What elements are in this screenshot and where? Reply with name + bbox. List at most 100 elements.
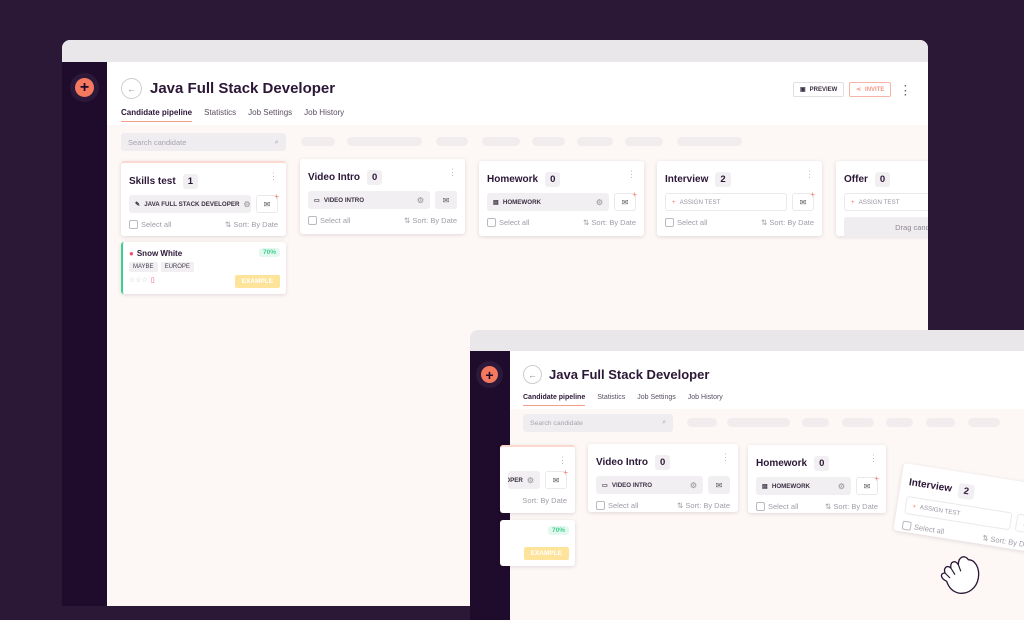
assign-test-button[interactable]: + ASSIGN TEST bbox=[844, 193, 928, 211]
tab-job-settings[interactable]: Job Settings bbox=[637, 394, 676, 401]
tab-statistics[interactable]: Statistics bbox=[597, 394, 626, 401]
email-button[interactable]: ✉ bbox=[435, 191, 457, 209]
gear-icon[interactable]: ⚙ bbox=[243, 199, 251, 209]
gear-icon[interactable]: ⚙ bbox=[526, 475, 534, 485]
gear-icon[interactable]: ⚙ bbox=[595, 197, 603, 207]
select-all-label: Select all bbox=[913, 522, 945, 537]
select-all-checkbox[interactable]: Select all bbox=[129, 220, 171, 229]
wrench-icon: ✎ bbox=[135, 200, 141, 208]
rating-stars[interactable]: ☆☆☆ ▯ bbox=[129, 277, 155, 284]
column-count: 2 bbox=[957, 482, 976, 500]
tabs: Candidate pipeline Statistics Job Settings… bbox=[121, 108, 344, 122]
example-badge: EXAMPLE bbox=[234, 275, 280, 288]
back-button[interactable]: ← bbox=[523, 365, 542, 384]
select-all-checkbox[interactable]: Select all bbox=[756, 502, 798, 511]
preview-button[interactable]: ▣ PREVIEW bbox=[793, 82, 845, 97]
test-selector[interactable]: ▤ HOMEWORK ⚙ bbox=[756, 477, 851, 495]
tab-job-history[interactable]: Job History bbox=[687, 394, 723, 401]
clipboard-icon: ▤ bbox=[762, 482, 768, 490]
tab-job-settings[interactable]: Job Settings bbox=[248, 108, 293, 117]
column-count: 0 bbox=[367, 169, 383, 185]
candidate-card[interactable]: 70% EXAMPLE bbox=[500, 520, 575, 566]
select-all-checkbox[interactable]: Select all bbox=[487, 218, 529, 227]
add-icon[interactable]: + bbox=[481, 366, 498, 383]
candidate-card[interactable]: ● Snow White MAYBE EUROPE ☆☆☆ ▯ 70% EXAMPLE bbox=[121, 242, 286, 294]
select-all-label: Select all bbox=[608, 501, 639, 510]
email-button[interactable]: ✉+ bbox=[792, 190, 815, 211]
invite-button[interactable]: ⋖ INVITE bbox=[849, 82, 892, 97]
filter-placeholder bbox=[687, 418, 717, 427]
page-header: ← Java Full Stack Developer ▣ PREVIEW ⋖ IN… bbox=[107, 62, 928, 125]
column-menu-icon[interactable]: ⋮ bbox=[721, 452, 730, 462]
email-button[interactable]: ✉+ bbox=[856, 474, 879, 495]
sort-button[interactable]: ⇅ Sort: By Date bbox=[677, 501, 730, 510]
column-title: Interview bbox=[665, 173, 709, 185]
pdf-icon[interactable]: ▯ bbox=[150, 277, 155, 284]
sort-icon: ⇅ bbox=[583, 218, 590, 227]
test-selector[interactable]: ▤ HOMEWORK ⚙ bbox=[487, 193, 609, 211]
sort-button[interactable]: ⇅ Sort: By Date bbox=[761, 218, 814, 227]
filter-placeholder bbox=[301, 137, 335, 146]
sidebar: + bbox=[62, 62, 107, 606]
assign-test-button[interactable]: + ASSIGN TEST bbox=[665, 193, 787, 211]
column-title: Homework bbox=[756, 457, 808, 469]
sort-button[interactable]: ⇅ Sort: By Date bbox=[825, 502, 878, 511]
checkbox-icon bbox=[129, 220, 138, 229]
test-selector[interactable]: ✎ JAVA FULL STACK DEVELOPER ⚙ bbox=[129, 195, 251, 213]
plus-icon: + bbox=[672, 198, 676, 206]
gear-icon[interactable]: ⚙ bbox=[837, 481, 845, 491]
video-icon: ▭ bbox=[314, 196, 320, 204]
second-window: + ← Java Full Stack Developer Candidate … bbox=[470, 330, 1024, 620]
checkbox-icon bbox=[756, 502, 765, 511]
sort-button[interactable]: Sort: By Date bbox=[522, 496, 567, 505]
select-all-label: Select all bbox=[141, 220, 172, 229]
column-menu-icon[interactable]: ⋮ bbox=[627, 169, 636, 179]
notification-dot-icon: + bbox=[632, 190, 637, 199]
email-button[interactable]: ✉ bbox=[708, 476, 730, 494]
tab-statistics[interactable]: Statistics bbox=[204, 108, 237, 117]
sort-button[interactable]: ⇅ Sort: By Date bbox=[404, 216, 457, 225]
column-menu-icon[interactable]: ⋮ bbox=[558, 455, 567, 465]
sort-button[interactable]: ⇅ Sort: By Date bbox=[982, 533, 1024, 550]
tab-job-history[interactable]: Job History bbox=[304, 108, 345, 117]
test-selector[interactable]: ▭ VIDEO INTRO ⚙ bbox=[596, 476, 703, 494]
test-selector[interactable]: LOPER⚙ bbox=[508, 471, 540, 489]
checkbox-icon bbox=[308, 216, 317, 225]
sort-button[interactable]: ⇅ Sort: By Date bbox=[583, 218, 636, 227]
checkbox-icon bbox=[901, 520, 912, 531]
email-button[interactable]: ✉+ bbox=[614, 190, 637, 211]
gear-icon[interactable]: ⚙ bbox=[689, 480, 697, 490]
sort-label: Sort: By Date bbox=[591, 218, 636, 227]
email-button[interactable]: ✉+ bbox=[545, 468, 568, 489]
select-all-checkbox[interactable]: Select all bbox=[901, 520, 945, 537]
select-all-checkbox[interactable]: Select all bbox=[665, 218, 707, 227]
column-menu-icon[interactable]: ⋮ bbox=[448, 167, 457, 177]
tag: EUROPE bbox=[160, 262, 194, 272]
column-menu-icon[interactable]: ⋮ bbox=[869, 453, 878, 463]
column-menu-icon[interactable]: ⋮ bbox=[269, 171, 278, 181]
select-all-checkbox[interactable]: Select all bbox=[308, 216, 350, 225]
tab-candidate-pipeline[interactable]: Candidate pipeline bbox=[121, 108, 193, 122]
sort-icon: ⇅ bbox=[677, 501, 684, 510]
sort-label: Sort: By Date bbox=[833, 502, 878, 511]
column-menu-icon[interactable]: ⋮ bbox=[805, 169, 814, 179]
sort-icon: ⇅ bbox=[225, 220, 232, 229]
invite-label: INVITE bbox=[865, 86, 885, 93]
test-selector[interactable]: ▭ VIDEO INTRO ⚙ bbox=[308, 191, 430, 209]
test-label: ASSIGN TEST bbox=[858, 198, 900, 206]
add-icon[interactable]: + bbox=[75, 78, 94, 97]
select-all-checkbox[interactable]: Select all bbox=[596, 501, 638, 510]
notification-dot-icon: + bbox=[274, 192, 279, 201]
gear-icon[interactable]: ⚙ bbox=[416, 195, 424, 205]
back-button[interactable]: ← bbox=[121, 78, 142, 99]
search-input[interactable]: Search candidate ⌕ bbox=[121, 133, 286, 151]
tab-candidate-pipeline[interactable]: Candidate pipeline bbox=[523, 394, 586, 406]
more-menu-icon[interactable]: · · · bbox=[904, 81, 908, 101]
email-button[interactable]: ✉+ bbox=[1014, 513, 1024, 535]
test-label: VIDEO INTRO bbox=[611, 481, 653, 489]
sort-button[interactable]: ⇅ Sort: By Date bbox=[225, 220, 278, 229]
drop-zone[interactable]: Drag candidat bbox=[844, 217, 928, 237]
search-input[interactable]: Search candidate ⌕ bbox=[523, 414, 673, 432]
email-button[interactable]: ✉+ bbox=[256, 192, 279, 213]
